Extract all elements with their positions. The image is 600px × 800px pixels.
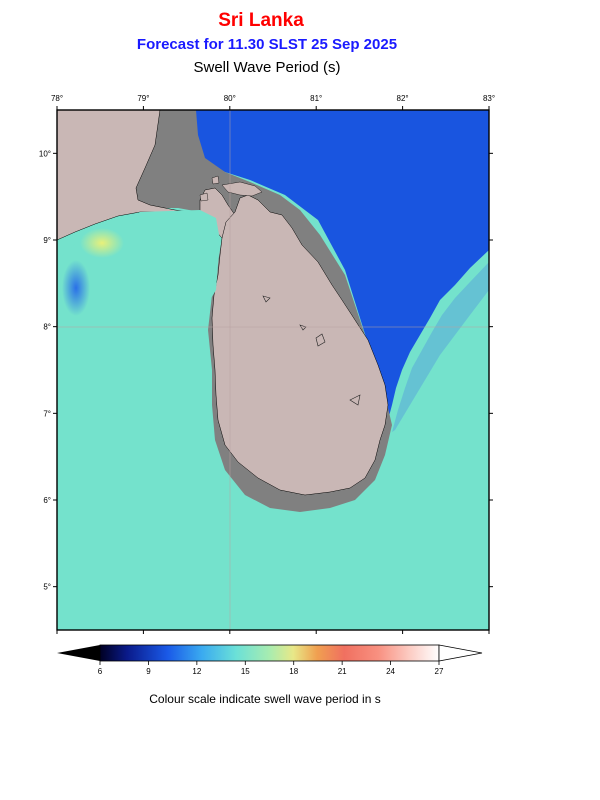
colorbar-tick-label: 6 (98, 667, 103, 676)
variable-name: Swell Wave Period (s) (193, 59, 341, 76)
reservoir (349, 394, 361, 406)
lon-tick-label: 79° (137, 94, 149, 103)
long-period-patch (80, 228, 124, 258)
colorbar-tick-label: 27 (435, 667, 444, 676)
short-period-patch (62, 260, 90, 316)
reservoir (299, 324, 307, 331)
colorbar-low-triangle (57, 645, 100, 661)
lon-tick-label: 83° (483, 94, 495, 103)
latitude-axis: 10° 9° 8° 7° 6° 5° (39, 149, 493, 592)
lon-tick-label: 81° (310, 94, 322, 103)
map-area (57, 110, 489, 630)
colorbar-high-triangle (438, 644, 483, 662)
colorbar-tick-label: 9 (146, 667, 151, 676)
forecast-time: Forecast for 11.30 SLST 25 Sep 2025 (136, 36, 398, 53)
india-landmass (57, 110, 236, 241)
lat-tick-label: 6° (43, 496, 51, 505)
lat-tick-label: 10° (39, 149, 51, 158)
colorbar-tick-label: 21 (338, 667, 347, 676)
sri-lanka-landmass (211, 194, 389, 496)
colorbar-ramp (99, 644, 440, 662)
lat-tick-label: 7° (43, 409, 51, 418)
lat-tick-label: 5° (43, 583, 51, 592)
colorbar-tick-label: 18 (289, 667, 298, 676)
lon-tick-label: 78° (51, 94, 63, 103)
short-period-zone (196, 110, 489, 420)
colorbar-tick-label: 12 (192, 667, 201, 676)
lat-tick-label: 9° (43, 236, 51, 245)
longitude-axis: 78° 79° 80° 81° 82° 83° (51, 94, 495, 634)
lat-tick-label: 8° (43, 323, 51, 332)
islet (199, 192, 209, 202)
lon-tick-label: 80° (224, 94, 236, 103)
map-frame (56, 109, 490, 631)
colorbar-caption: Colour scale indicate swell wave period … (149, 692, 381, 706)
lon-tick-label: 82° (397, 94, 409, 103)
islet (211, 175, 220, 185)
colorbar: 6 9 12 15 18 21 24 27 (57, 644, 483, 676)
transition-band (392, 262, 489, 432)
reservoir (315, 333, 326, 347)
reservoir (262, 295, 271, 303)
map-title: Sri Lanka (218, 10, 304, 31)
colorbar-tick-label: 15 (241, 667, 250, 676)
colorbar-tick-label: 24 (386, 667, 395, 676)
